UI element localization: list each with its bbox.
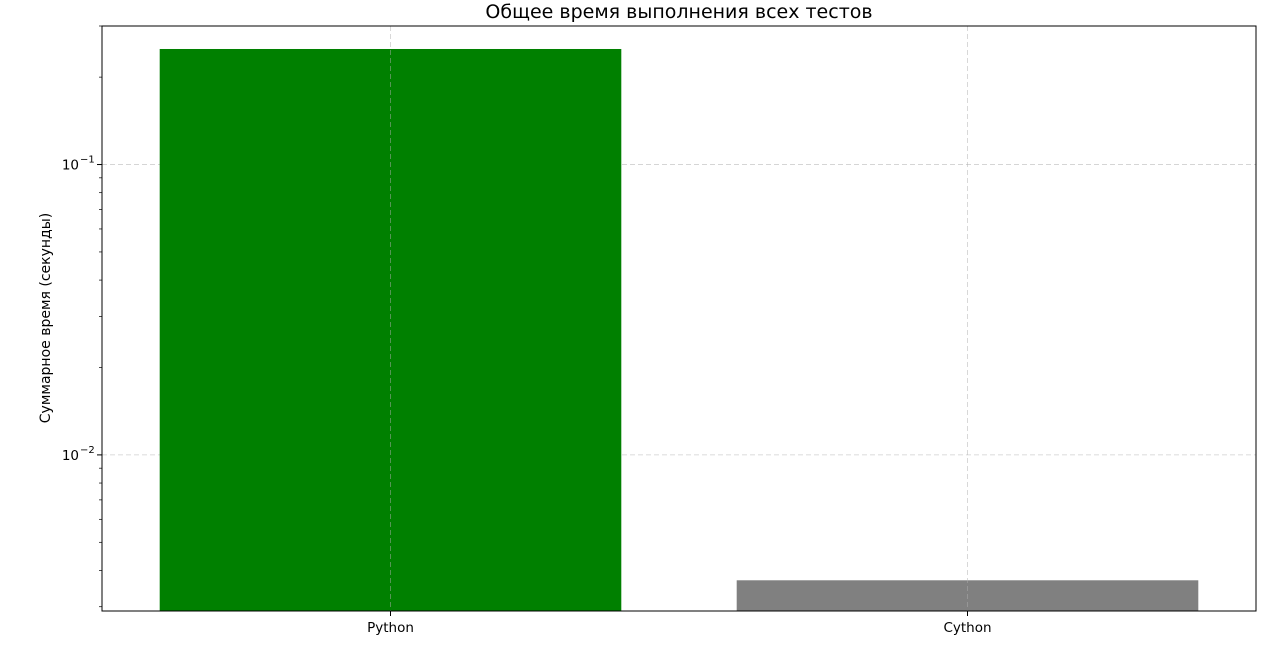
y-tick-label-0: 10	[62, 158, 79, 174]
chart-title: Общее время выполнения всех тестов	[485, 1, 872, 23]
y-axis-label: Суммарное время (секунды)	[38, 213, 54, 423]
y-tick-label-1: 10	[62, 448, 79, 464]
y-tick-exponent-0: −1	[80, 155, 95, 166]
x-tick-label-cython: Cython	[943, 620, 991, 636]
y-tick-exponent-1: −2	[80, 445, 95, 456]
grid-overlay-layer	[390, 26, 968, 611]
bars-layer	[159, 48, 1199, 611]
x-tick-label-python: Python	[367, 620, 414, 636]
plot-frame	[101, 25, 1257, 612]
